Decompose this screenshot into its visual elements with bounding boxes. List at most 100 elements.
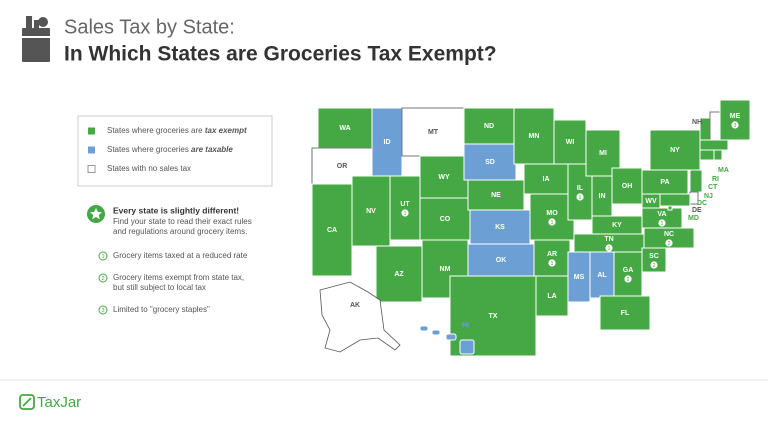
state — [649, 129, 701, 171]
title-line1: Sales Tax by State: — [64, 16, 235, 38]
note-marker-number: 1 — [579, 195, 582, 201]
legend-label: States where groceries — [107, 145, 191, 154]
note-marker-number: 1 — [661, 221, 664, 227]
state-label: RI — [712, 176, 719, 183]
state — [319, 281, 401, 353]
state-label: DC — [697, 200, 707, 207]
note-marker-number: 2 — [627, 277, 630, 283]
state — [431, 329, 441, 336]
state — [389, 175, 421, 241]
title-line2: In Which States are Groceries Tax Exempt… — [64, 43, 497, 66]
state — [445, 333, 457, 341]
state-label: WA — [339, 125, 350, 132]
logo: TaxJar — [37, 394, 81, 411]
state-label: SC — [649, 253, 659, 260]
state-label: ND — [484, 123, 494, 130]
state — [535, 275, 569, 317]
state — [719, 99, 751, 141]
state — [611, 167, 643, 205]
note-marker — [576, 193, 584, 201]
state-label: VT — [683, 131, 693, 138]
state-label: IN — [599, 193, 606, 200]
legend-text: States with no sales tax — [107, 164, 191, 173]
legend-box — [77, 115, 273, 187]
legend-text: States where groceries are taxable — [107, 145, 233, 154]
state-label: HI — [462, 322, 469, 329]
footnote-marker — [98, 305, 108, 315]
state — [533, 239, 571, 277]
legend-emphasis: are taxable — [191, 145, 233, 154]
legend-swatch — [87, 165, 96, 173]
note-marker-number: 1 — [551, 261, 554, 267]
state-label: WY — [438, 174, 450, 181]
state — [699, 149, 715, 161]
note-marker-number: 1 — [551, 220, 554, 226]
state — [529, 193, 575, 241]
footnote-marker — [98, 273, 108, 283]
state — [351, 175, 391, 247]
state-label: PA — [660, 179, 669, 186]
footnote-text: Grocery items exempt from state tax, — [113, 273, 244, 282]
state-label: MA — [718, 167, 729, 174]
state-label: NM — [440, 266, 451, 273]
state-label: OR — [337, 163, 348, 170]
state — [599, 295, 651, 331]
state-label: VA — [657, 211, 666, 218]
state — [463, 107, 515, 145]
state-label: AL — [597, 272, 607, 279]
state-label: NC — [664, 231, 674, 238]
state — [311, 183, 353, 277]
state-label: AR — [547, 251, 557, 258]
state-label: WV — [645, 198, 657, 205]
note-marker — [731, 121, 739, 129]
state-label: MT — [428, 129, 439, 136]
state-label: NH — [692, 119, 702, 126]
state-label: IA — [543, 176, 550, 183]
state — [713, 149, 723, 161]
note-marker-number: 2 — [653, 263, 656, 269]
state — [419, 325, 429, 332]
legend-swatch — [88, 146, 95, 154]
state — [375, 245, 423, 303]
state-label: OK — [496, 257, 507, 264]
state — [667, 205, 673, 211]
state — [371, 107, 403, 177]
note-marker — [650, 261, 658, 269]
state-label: NE — [491, 192, 501, 199]
state-label: TN — [604, 236, 613, 243]
note-marker — [548, 259, 556, 267]
footnote-marker — [98, 251, 108, 261]
state-label: GA — [623, 267, 634, 274]
state-label: TX — [489, 313, 498, 320]
state — [401, 107, 465, 157]
state — [419, 155, 469, 199]
state — [467, 243, 535, 277]
state-label: CO — [440, 216, 451, 223]
state-label: UT — [400, 201, 410, 208]
note-body: Find your state to read their exact rule… — [113, 217, 252, 226]
state-label: MI — [599, 150, 607, 157]
state-label: DE — [692, 207, 702, 214]
note-star — [90, 208, 102, 220]
state — [641, 207, 683, 229]
footnote-text: Grocery items taxed at a reduced rate — [113, 251, 248, 260]
footnote-text: but still subject to local tax — [113, 283, 206, 292]
state-label: WI — [566, 139, 575, 146]
footnote-number: 2 — [101, 276, 104, 282]
state-label: NY — [670, 147, 680, 154]
state-label: SD — [485, 159, 495, 166]
state — [699, 139, 729, 151]
note-marker-number: 3 — [734, 123, 737, 129]
note-marker — [665, 239, 673, 247]
note-marker-number: 1 — [608, 246, 611, 252]
footnote-number: 1 — [101, 254, 104, 260]
legend-label: States where groceries are — [107, 126, 205, 135]
state — [459, 339, 475, 355]
state-label: AK — [350, 302, 360, 309]
state — [641, 169, 689, 195]
state-label: KS — [495, 224, 505, 231]
state-label: NV — [366, 208, 376, 215]
bag-icon — [22, 16, 50, 62]
note-marker — [401, 209, 409, 217]
